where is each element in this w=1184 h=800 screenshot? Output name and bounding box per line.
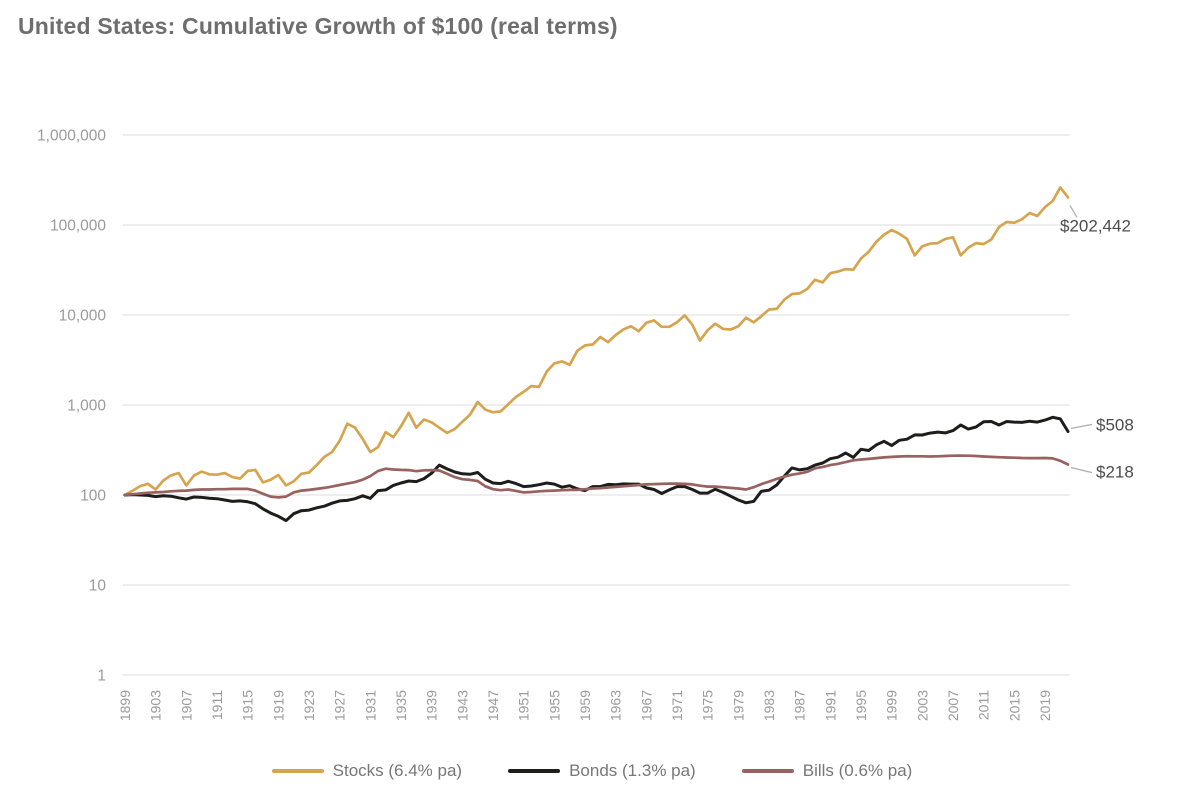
legend-item-bills: Bills (0.6% pa) <box>741 761 913 781</box>
x-tick-label: 1967 <box>638 690 654 721</box>
y-tick-label: 10,000 <box>59 308 107 325</box>
leader-line-bills <box>1070 466 1093 474</box>
x-tick-label: 1995 <box>853 690 869 721</box>
legend-label-bills: Bills (0.6% pa) <box>802 761 913 780</box>
x-tick-label: 1939 <box>424 690 440 721</box>
x-tick-label: 2011 <box>976 690 992 720</box>
legend-item-stocks: Stocks (6.4% pa) <box>271 761 463 781</box>
x-tick-label: 2007 <box>945 690 961 721</box>
leader-line-bonds <box>1070 423 1093 430</box>
y-tick-label: 100,000 <box>50 218 106 235</box>
series-line-bonds <box>123 415 1070 523</box>
legend-line-bonds-icon <box>508 769 561 773</box>
y-tick-label: 10 <box>89 578 107 595</box>
x-tick-label: 1959 <box>577 690 593 721</box>
x-tick-label: 2015 <box>1006 690 1022 721</box>
x-tick-label: 2019 <box>1037 690 1053 721</box>
legend-label-stocks: Stocks (6.4% pa) <box>332 761 463 780</box>
x-tick-label: 1923 <box>301 690 317 721</box>
end-label-bills: $218 <box>1096 463 1134 482</box>
series-line-stocks <box>123 186 1070 497</box>
x-tick-label: 1903 <box>148 690 164 721</box>
legend-line-stocks-icon <box>271 769 324 773</box>
leader-line-stocks <box>1069 205 1078 218</box>
legend-line-bills-icon <box>741 769 794 773</box>
legend-item-bonds: Bonds (1.3% pa) <box>508 761 696 781</box>
x-tick-label: 1963 <box>608 690 624 721</box>
x-tick-label: 1911 <box>209 690 225 720</box>
x-tick-label: 1983 <box>761 690 777 721</box>
x-tick-label: 1947 <box>485 690 501 721</box>
x-tick-label: 1951 <box>516 690 532 721</box>
y-tick-label: 100 <box>80 488 106 505</box>
x-tick-label: 1935 <box>393 690 409 721</box>
x-tick-label: 1915 <box>240 690 256 721</box>
x-tick-label: 1955 <box>546 690 562 721</box>
x-tick-label: 2003 <box>914 690 930 721</box>
x-tick-label: 1919 <box>270 690 286 721</box>
y-tick-label: 1,000,000 <box>37 128 106 145</box>
x-tick-label: 1979 <box>730 690 746 721</box>
x-tick-label: 1943 <box>454 690 470 721</box>
legend-label-bonds: Bonds (1.3% pa) <box>569 761 696 780</box>
y-tick-label: 1,000 <box>67 398 106 415</box>
x-tick-label: 1991 <box>822 690 838 721</box>
x-tick-label: 1927 <box>332 690 348 721</box>
chart-legend: Stocks (6.4% pa) Bonds (1.3% pa) Bills (0.… <box>0 761 1184 781</box>
end-label-bonds: $508 <box>1096 415 1134 434</box>
x-tick-label: 1987 <box>792 690 808 721</box>
end-label-stocks: $202,442 <box>1060 216 1131 235</box>
y-tick-label: 1 <box>97 668 106 685</box>
x-tick-label: 1907 <box>178 690 194 721</box>
x-tick-label: 1971 <box>669 690 685 721</box>
x-tick-label: 1975 <box>700 690 716 721</box>
x-tick-label: 1899 <box>117 690 133 721</box>
series-line-bills <box>123 454 1070 499</box>
x-tick-label: 1999 <box>884 690 900 721</box>
chart-title: United States: Cumulative Growth of $100… <box>18 13 618 39</box>
x-tick-label: 1931 <box>362 690 378 721</box>
